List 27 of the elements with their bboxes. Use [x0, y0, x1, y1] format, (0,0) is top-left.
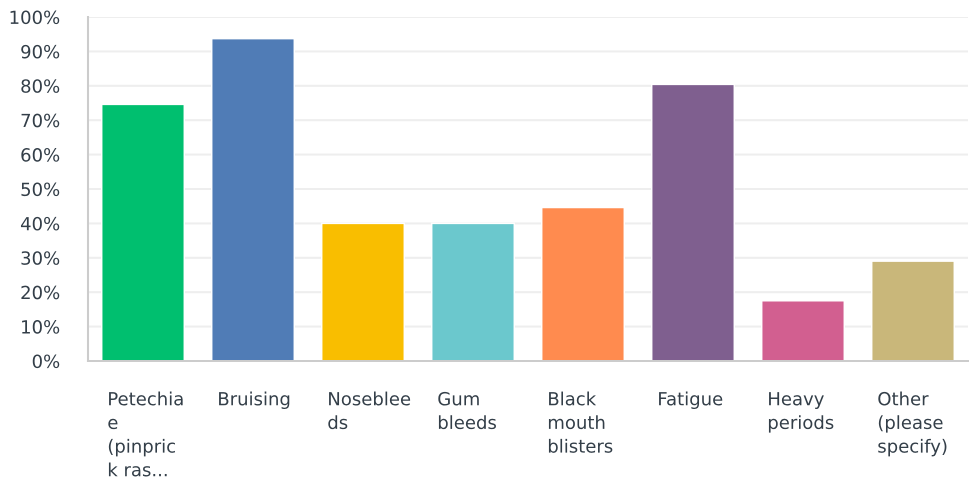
- bar: [651, 84, 735, 361]
- x-tick-label: Other (please specify): [878, 392, 946, 456]
- y-tick-label: 100%: [10, 10, 60, 24]
- y-tick-label: 70%: [22, 114, 60, 128]
- x-tick-label: Gum bleeds: [438, 392, 496, 430]
- x-tick-label: Heavy periods: [768, 392, 834, 433]
- x-tick-label: Nosebleeds: [328, 392, 410, 430]
- y-tick-label: 50%: [21, 182, 60, 196]
- bar: [871, 260, 955, 361]
- bar: [431, 222, 515, 361]
- bar: [211, 38, 295, 361]
- y-tick-label: 30%: [21, 251, 60, 265]
- y-tick-label: 20%: [21, 286, 60, 300]
- y-tick-label: 10%: [22, 320, 60, 334]
- x-tick-label: Petechiae (pinprick ras...: [108, 392, 183, 476]
- y-tick-label: 40%: [20, 216, 60, 231]
- bar: [761, 300, 845, 361]
- y-tick-label: 90%: [21, 44, 60, 59]
- bar: [321, 222, 405, 361]
- y-tick-label: 60%: [21, 148, 60, 162]
- bar: [541, 206, 625, 361]
- x-tick-label: Bruising: [219, 392, 290, 410]
- x-tick-label: Black mouth blisters: [548, 392, 612, 453]
- x-tick-label: Fatigue: [659, 392, 722, 410]
- bar: [101, 104, 185, 361]
- y-tick-label: 80%: [21, 79, 60, 93]
- y-tick-label: 0%: [32, 354, 60, 368]
